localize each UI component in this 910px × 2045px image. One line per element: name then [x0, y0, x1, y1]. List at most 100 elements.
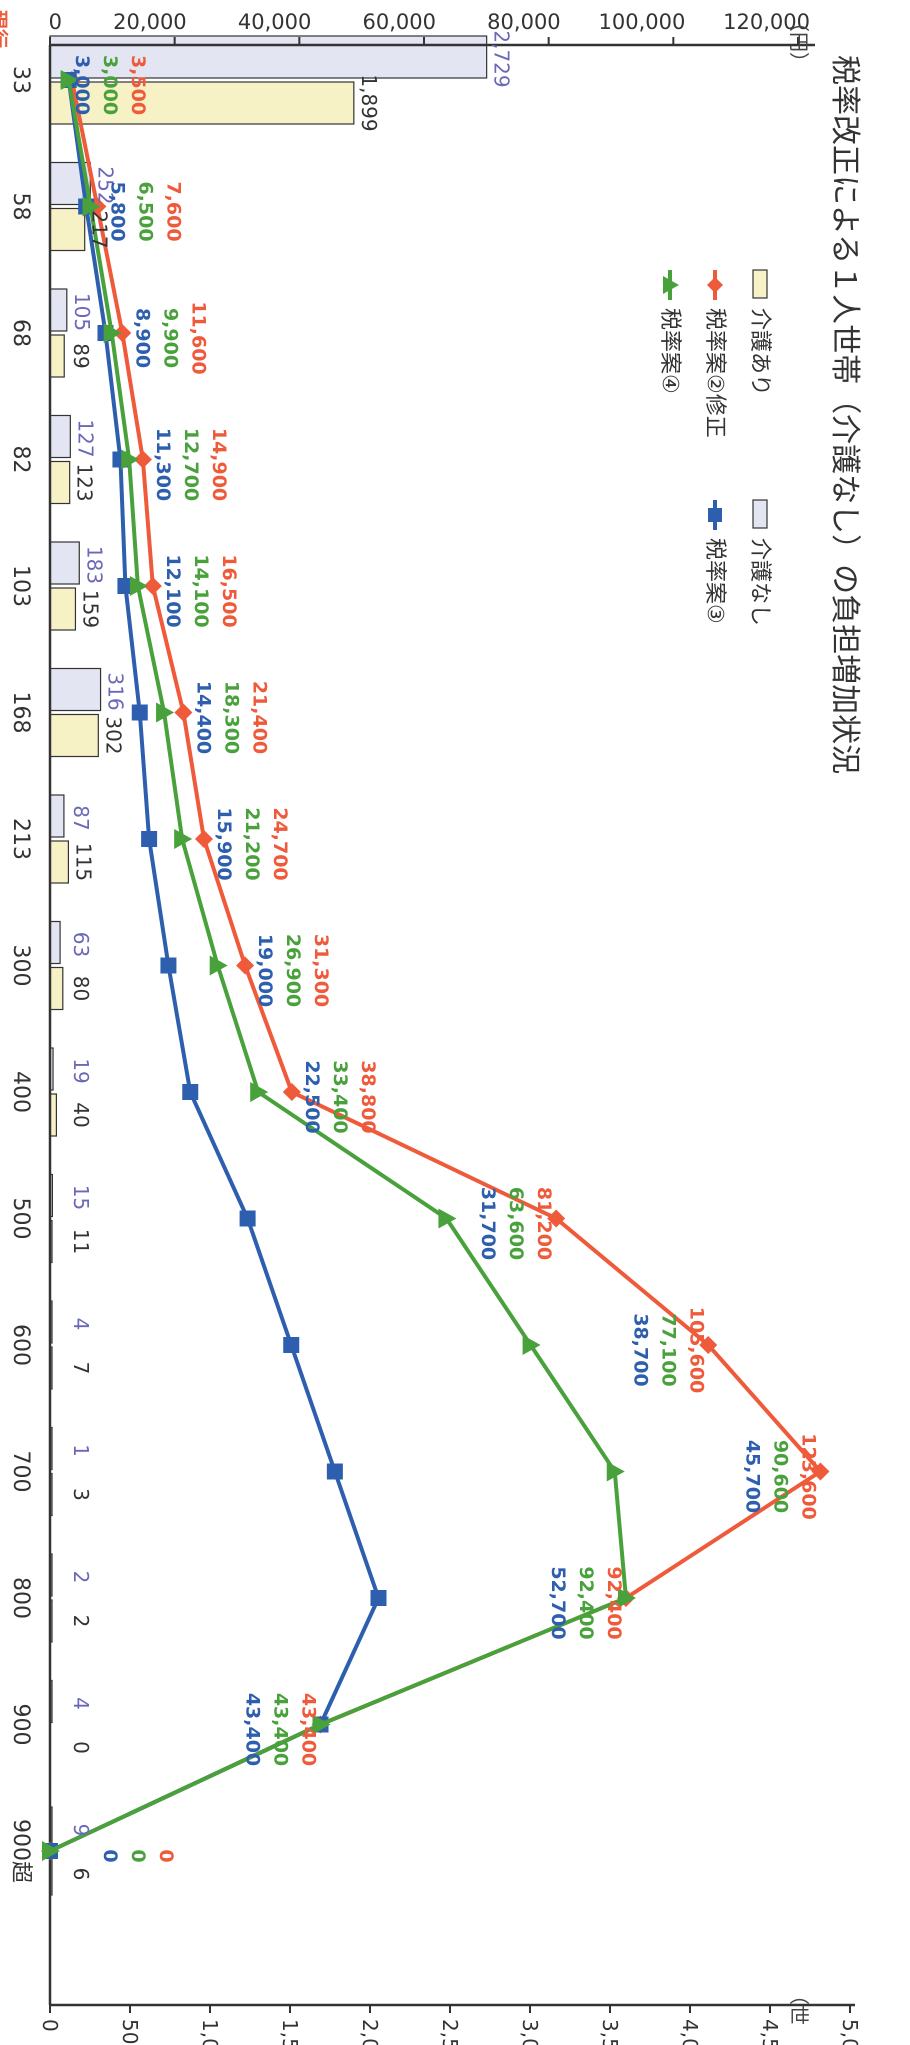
series-label-0-8: 38,800: [357, 1060, 379, 1133]
x-category-14: 900超: [8, 1819, 33, 1883]
right-tick-label-4: 2,000: [358, 2019, 382, 2045]
right-tick-label-8: 4,000: [678, 2019, 702, 2045]
line-layer: [41, 70, 830, 1861]
series-label-0-9: 81,200: [533, 1187, 555, 1260]
series-0-point-5: [174, 703, 193, 722]
left-tick-label-0: 0: [49, 10, 62, 34]
left-axis-unit: （円）: [787, 12, 811, 72]
x-category-4: 103: [8, 565, 33, 607]
legend-swatch-0: [752, 269, 768, 299]
series-0-point-9: [547, 1209, 566, 1228]
x-category-6: 213: [8, 818, 33, 860]
bar-label-1-9: 15: [69, 1185, 93, 1210]
legend-marker-3: [708, 508, 722, 522]
x-category-2: 68: [8, 319, 33, 347]
series-label-0-3: 14,900: [208, 428, 230, 501]
right-tick-label-2: 1,000: [198, 2019, 222, 2045]
x-category-0: 33: [8, 66, 33, 94]
series-label-1-4: 12,100: [162, 554, 184, 627]
bar-label-0-2: 89: [69, 343, 93, 368]
series-1-point-4: [117, 578, 134, 594]
bar-label-0-4: 159: [78, 590, 102, 628]
bar-kaigo-nashi-7: [49, 920, 61, 965]
series-1-point-5: [131, 704, 148, 721]
series-0-point-8: [282, 1083, 301, 1101]
bar-label-0-11: 3: [69, 1488, 93, 1501]
bar-label-0-12: 2: [69, 1615, 93, 1628]
legend-label-2: 税率案②修正: [702, 308, 727, 438]
bar-label-0-9: 11: [69, 1229, 93, 1254]
legend-label-3: 税率案③: [702, 538, 727, 624]
series-label-2-4: 14,100: [190, 554, 212, 627]
series-label-0-6: 24,700: [269, 807, 291, 880]
bar-label-0-13: 0: [69, 1741, 93, 1754]
x-category-7: 300: [8, 945, 33, 987]
x-category-5: 168: [8, 692, 33, 734]
series-2-point-5: [156, 702, 175, 723]
series-label-2-11: 90,600: [769, 1440, 791, 1513]
series-label-1-7: 19,000: [254, 934, 276, 1007]
series-label-1-9: 31,700: [477, 1187, 499, 1260]
series-label-1-12: 52,700: [547, 1566, 569, 1639]
bar-label-0-0: 1,899: [357, 74, 381, 131]
bar-label-1-5: 316: [104, 672, 128, 710]
series-label-0-14: 0: [155, 1849, 177, 1862]
series-label-1-5: 14,400: [192, 681, 214, 754]
bar-kaigo-nashi-4: [49, 541, 80, 585]
series-0-point-6: [194, 830, 213, 848]
bar-label-1-1: 252: [93, 166, 117, 204]
axis-layer: 0 20,000 40,000 60,000 80,000 100,000 120,000 0…: [0, 10, 862, 2045]
series-1-point-9: [239, 1210, 256, 1227]
bar-label-0-3: 123: [73, 463, 97, 501]
left-tick-label-4: 80,000: [487, 10, 560, 34]
legend-label-4: 税率案④: [657, 308, 682, 394]
series-label-0-13: 43,400: [298, 1693, 320, 1766]
legend-label-0: 介護あり: [747, 308, 772, 396]
series-1-point-6: [141, 831, 158, 847]
series-label-2-14: 0: [127, 1849, 149, 1862]
x-category-12: 800: [8, 1577, 33, 1619]
bar-label-1-7: 63: [69, 932, 93, 957]
bar-label-1-6: 87: [69, 805, 93, 830]
bar-label-0-14: 6: [69, 1868, 93, 1881]
x-category-11: 700: [8, 1451, 33, 1493]
legend-marker-4: [663, 276, 679, 294]
series-2-point-13: [312, 1714, 331, 1735]
series-2-point-1: [82, 196, 101, 217]
series-0-point-7: [236, 956, 255, 975]
series-label-0-11: 123,600: [797, 1433, 819, 1520]
series-label-2-7: 26,900: [282, 934, 304, 1007]
bar-kaigo-ari-3: [49, 460, 71, 505]
bar-label-1-3: 127: [73, 419, 97, 457]
bar-label-1-13: 4: [69, 1697, 93, 1710]
right-tick-label-5: 2,500: [438, 2019, 462, 2045]
series-2-point-9: [438, 1208, 457, 1229]
series-label-0-0: 3,500: [127, 55, 149, 115]
bar-kaigo-ari-6: [49, 840, 70, 884]
series-label-2-8: 33,400: [329, 1060, 351, 1133]
series-label-0-1: 7,600: [162, 181, 184, 241]
series-label-0-4: 16,500: [218, 554, 240, 627]
bar-layer: [49, 35, 488, 1896]
bar-label-0-6: 115: [71, 843, 95, 881]
bar-label-1-4: 183: [82, 546, 106, 584]
series-label-1-11: 45,700: [741, 1440, 763, 1513]
x-category-1: 58: [8, 193, 33, 221]
series-label-2-12: 92,400: [575, 1566, 597, 1639]
bar-kaigo-ari-1: [49, 207, 86, 252]
right-tick-label-1: 500: [118, 2019, 142, 2045]
bar-kaigo-ari-5: [49, 713, 99, 758]
bar-kaigo-nashi-5: [49, 667, 102, 712]
bar-label-0-5: 302: [101, 716, 125, 754]
current-tax-label-0: 現行: [0, 10, 10, 48]
left-tick-label-5: 100,000: [598, 10, 685, 34]
bar-label-1-0: 2,729: [490, 30, 514, 87]
series-2-point-14: [42, 1841, 60, 1861]
series-label-2-13: 43,400: [270, 1693, 292, 1766]
series-0-point-11: [811, 1462, 830, 1481]
right-tick-label-9: 4,500: [758, 2019, 782, 2045]
series-label-2-5: 18,300: [220, 681, 242, 754]
